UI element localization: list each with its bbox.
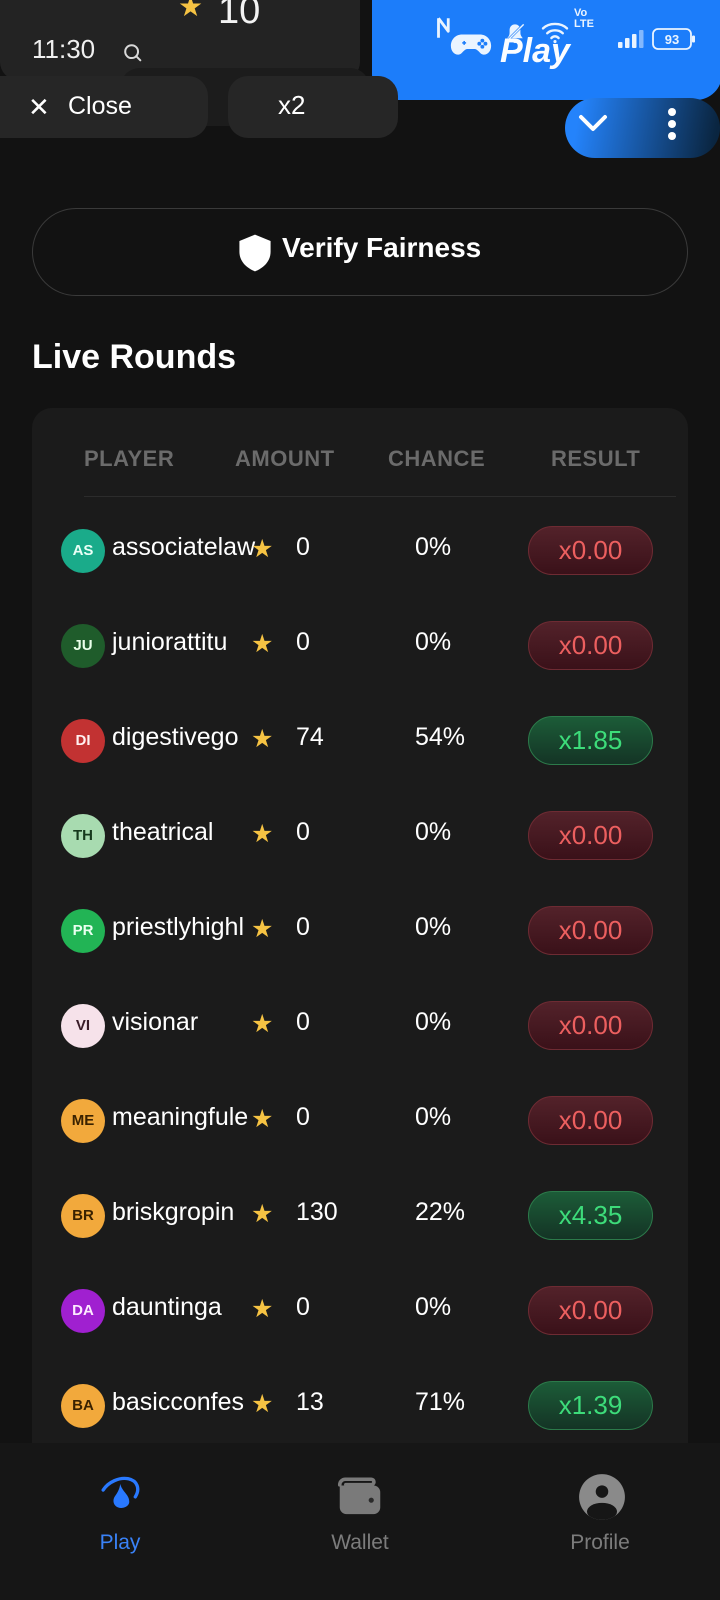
svg-text:93: 93	[665, 32, 679, 47]
